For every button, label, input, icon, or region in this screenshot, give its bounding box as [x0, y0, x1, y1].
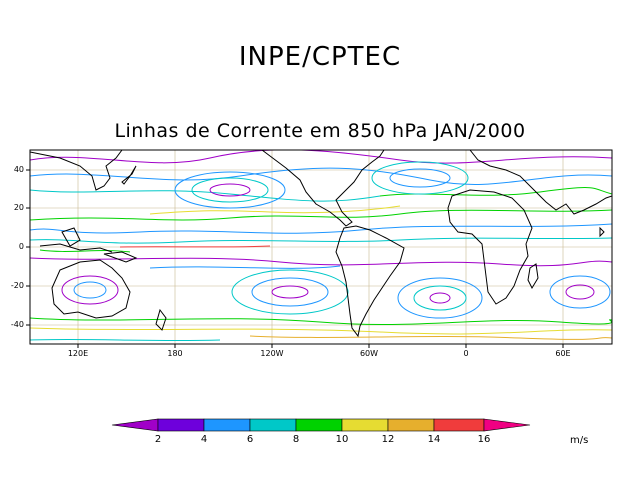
- colorbar-label: 14: [427, 434, 441, 445]
- streamline: [30, 237, 612, 244]
- colorbar-segment: [157, 418, 205, 432]
- coastline-madagascar: [527, 263, 539, 290]
- colorbar-label: 8: [292, 434, 300, 445]
- colorbar-segment: [249, 418, 297, 432]
- lon-label-60e: 60E: [555, 349, 571, 358]
- colorbar-segment: [341, 418, 389, 432]
- coastline-borneo: [61, 227, 81, 247]
- coastline-africa: [447, 189, 533, 305]
- colorbar-units: m/s: [570, 435, 589, 446]
- streamline: [30, 257, 612, 267]
- lon-label-120w: 120W: [260, 349, 284, 358]
- streamline: [251, 277, 329, 307]
- streamline: [30, 317, 612, 326]
- map-title: Linhas de Corrente em 850 hPa JAN/2000: [114, 120, 526, 142]
- streamline: [30, 327, 612, 335]
- colorbar-label: 10: [335, 434, 349, 445]
- coastline-japan: [121, 165, 137, 185]
- colorbar-label: 4: [200, 434, 208, 445]
- coastline-australia: [51, 259, 131, 319]
- lon-label-60w: 60W: [359, 349, 379, 358]
- streamline: [565, 284, 595, 300]
- streamline: [30, 209, 612, 221]
- colorbar: [111, 418, 531, 432]
- streamlines: [30, 150, 612, 342]
- colorbar-cap-left: [111, 418, 159, 432]
- streamline: [397, 277, 483, 319]
- coastline-east-asia: [30, 150, 123, 191]
- colorbar-label: 6: [246, 434, 254, 445]
- streamline: [429, 292, 451, 304]
- streamline: [389, 168, 451, 188]
- colorbar-cap-right: [483, 418, 531, 432]
- lon-label-180: 180: [167, 349, 183, 358]
- colorbar-segment: [433, 418, 485, 432]
- coastline-sri-lanka: [599, 226, 605, 238]
- coastline-new-zealand: [155, 308, 167, 331]
- lat-label-20s: -20: [10, 281, 24, 290]
- streamline: [30, 223, 612, 234]
- streamline: [39, 249, 131, 253]
- coastline-new-guinea: [103, 251, 138, 263]
- coastlines: [30, 150, 612, 338]
- coastline-eurasia: [469, 150, 612, 215]
- streamline: [61, 275, 119, 305]
- colorbar-segment: [203, 418, 251, 432]
- graticule: [30, 150, 612, 344]
- lat-label-20n: 20: [13, 203, 24, 212]
- coastline-south-america: [335, 225, 405, 338]
- axis-ticks: [26, 169, 564, 348]
- streamline: [271, 285, 309, 299]
- colorbar-segment: [295, 418, 343, 432]
- lon-label-120e: 120E: [67, 349, 89, 358]
- streamline: [191, 177, 269, 203]
- streamline: [209, 183, 251, 197]
- streamline: [231, 269, 349, 315]
- streamline: [174, 171, 286, 209]
- colorbar-label: 16: [477, 434, 491, 445]
- streamline: [549, 275, 611, 309]
- streamline: [249, 335, 612, 340]
- lat-label-40s: -40: [10, 320, 24, 329]
- lat-label-eq: 0: [18, 242, 24, 251]
- coastline-north-america: [261, 150, 385, 227]
- streamline: [413, 285, 467, 311]
- streamline: [30, 167, 612, 185]
- streamline: [149, 265, 341, 269]
- lon-label-0: 0: [463, 349, 469, 358]
- streamline: [73, 281, 107, 299]
- streamline: [379, 187, 612, 197]
- lat-label-40n: 40: [13, 165, 24, 174]
- streamline: [30, 338, 221, 342]
- streamline: [149, 205, 401, 215]
- coastline-indonesia: [39, 243, 113, 253]
- streamline: [119, 245, 271, 248]
- organization-title: INPE/CPTEC: [238, 42, 402, 72]
- colorbar-label: 12: [381, 434, 395, 445]
- colorbar-segment: [387, 418, 435, 432]
- streamline: [371, 161, 469, 195]
- colorbar-label: 2: [154, 434, 162, 445]
